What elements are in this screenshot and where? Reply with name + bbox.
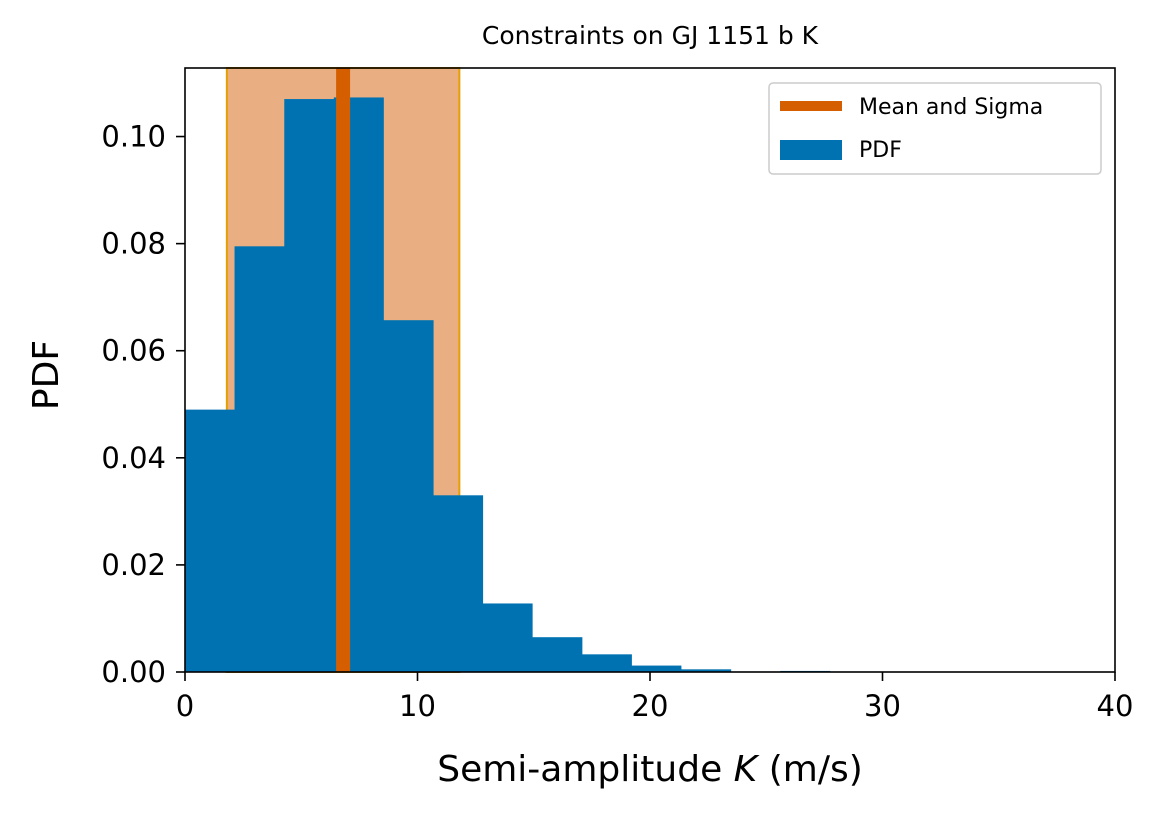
y-tick-label: 0.06: [101, 334, 166, 368]
y-axis: 0.00 0.02 0.04 0.06 0.08 0.10: [101, 120, 185, 689]
histogram-bar: [680, 669, 732, 672]
legend-box: [768, 82, 1102, 175]
x-axis-label-prefix: Semi-amplitude: [437, 749, 733, 790]
histogram-bars: [185, 97, 880, 672]
x-tick-label: 40: [1097, 689, 1134, 723]
y-tick-label: 0.10: [101, 120, 166, 154]
y-tick-label: 0.08: [101, 227, 166, 261]
y-tick-label: 0.00: [101, 655, 166, 689]
histogram-bar: [433, 495, 484, 672]
legend: Mean and Sigma PDF: [768, 82, 1102, 175]
histogram-bar: [532, 637, 583, 672]
x-tick-label: 0: [176, 689, 194, 723]
x-tick-label: 10: [399, 689, 436, 723]
y-axis-label: PDF: [26, 340, 67, 410]
legend-label-pdf: PDF: [859, 138, 902, 163]
histogram-bar: [284, 99, 335, 672]
legend-swatch-pdf: [780, 140, 842, 160]
mean-line: [336, 68, 351, 672]
plot-area: [185, 67, 880, 673]
legend-swatch-mean-sigma: [780, 101, 842, 111]
histogram-bar: [631, 665, 682, 672]
legend-label-mean-sigma: Mean and Sigma: [859, 95, 1043, 120]
histogram-bar: [581, 654, 632, 672]
x-axis: 0 10 20 30 40: [176, 672, 1134, 723]
x-axis-label-suffix: (m/s): [757, 749, 863, 790]
histogram-bar: [383, 320, 434, 672]
histogram-bar: [482, 603, 533, 672]
x-tick-label: 30: [864, 689, 901, 723]
x-axis-label: Semi-amplitude K (m/s): [437, 749, 863, 790]
histogram-bar: [185, 409, 236, 672]
x-tick-label: 20: [632, 689, 669, 723]
y-tick-label: 0.02: [101, 548, 166, 582]
x-axis-label-variable: K: [734, 749, 760, 790]
histogram-bar: [234, 246, 285, 672]
y-tick-label: 0.04: [101, 441, 166, 475]
chart-title: Constraints on GJ 1151 b K: [482, 21, 819, 50]
